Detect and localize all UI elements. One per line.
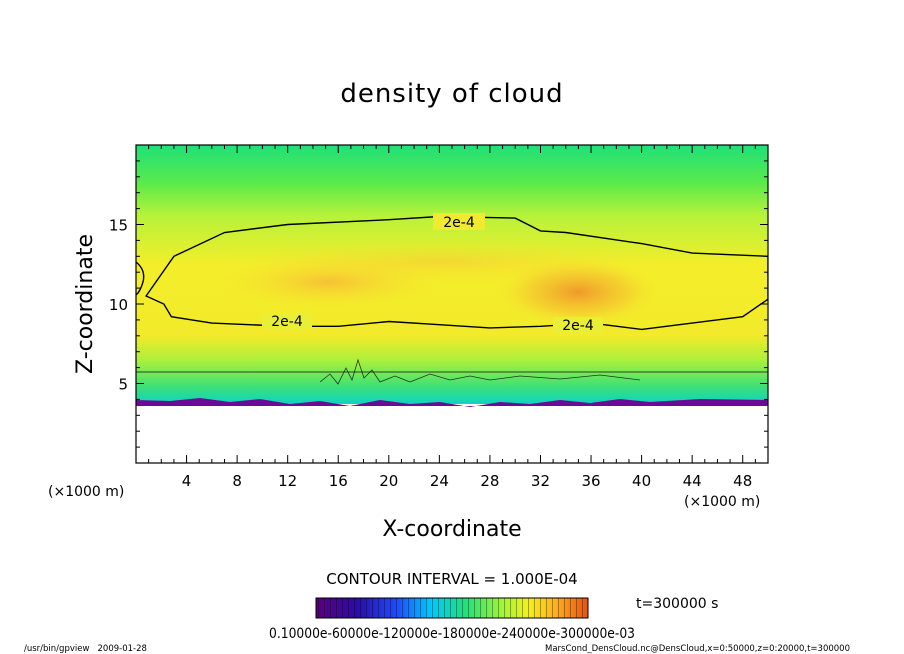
contour-label-top: 2e-4 (443, 215, 475, 231)
x-unit-label: (×1000 m) (684, 494, 760, 510)
colorbar-frame (315, 597, 589, 619)
x-tick-label: 44 (683, 472, 702, 490)
x-tick-label: 32 (531, 472, 550, 490)
cloud-free-region (136, 404, 768, 463)
contour-label-right: 2e-4 (562, 318, 594, 334)
x-tick-label: 12 (278, 472, 297, 490)
y-tick-label: 10 (109, 296, 128, 314)
x-tick-label: 4 (182, 472, 192, 490)
footer-left: /usr/bin/gpview 2009-01-28 (24, 644, 147, 654)
contour-left-edge (136, 261, 145, 296)
contour-interval: CONTOUR INTERVAL = 1.000E-04 (326, 570, 577, 588)
time-label: t=300000 s (636, 596, 718, 612)
y-axis-label: Z-coordinate (73, 234, 98, 374)
z-unit-label: (×1000 m) (48, 484, 124, 500)
contour-labels: 2e-4 2e-4 2e-4 (262, 213, 603, 334)
x-axis-ticks: 4 8 12 16 20 24 28 32 36 40 44 48 (148, 145, 756, 490)
heatmap-field (136, 145, 768, 463)
x-tick-label: 40 (632, 472, 651, 490)
x-tick-label: 20 (379, 472, 398, 490)
footer-right: MarsCond_DensCloud.nc@DensCloud,x=0:5000… (545, 644, 850, 654)
x-tick-label: 28 (480, 472, 499, 490)
y-tick-label: 5 (118, 376, 128, 394)
contour-label-left: 2e-4 (271, 314, 303, 330)
x-tick-label: 48 (733, 472, 752, 490)
contour-noise (319, 358, 641, 385)
x-tick-label: 8 (232, 472, 242, 490)
x-tick-label: 36 (581, 472, 600, 490)
x-axis-label: X-coordinate (382, 517, 521, 542)
colorbar-labels: 0.10000e-60000e-120000e-180000e-240000e-… (269, 626, 635, 642)
colorbar-hatch (316, 598, 588, 618)
chart-title: density of cloud (340, 79, 563, 109)
y-axis-ticks: 5 10 15 (109, 160, 768, 448)
y-tick-label: 15 (109, 217, 128, 235)
density-band-upper (220, 240, 660, 284)
cloud-base-edge (136, 398, 768, 407)
x-tick-label: 16 (329, 472, 348, 490)
colorbar: 0.10000e-60000e-120000e-180000e-240000e-… (269, 597, 635, 642)
x-tick-label: 24 (430, 472, 449, 490)
